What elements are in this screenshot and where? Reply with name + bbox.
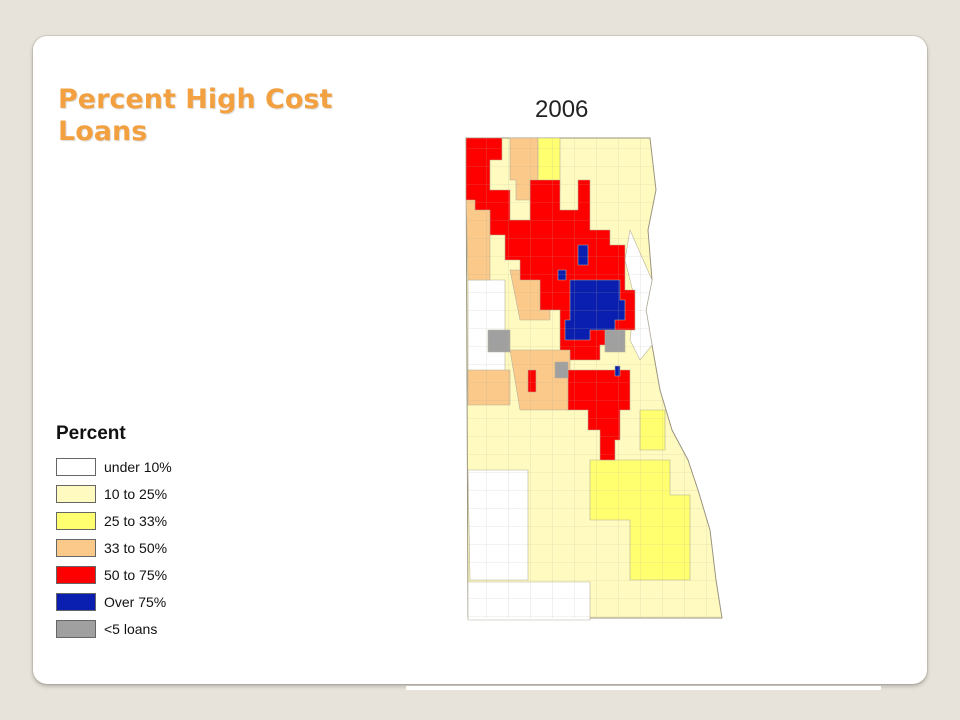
legend-label: 25 to 33% <box>104 513 168 529</box>
county-map-svg <box>465 137 723 621</box>
legend-label: <5 loans <box>104 621 158 637</box>
choropleth-map <box>420 130 750 640</box>
slide-bottom-strip <box>406 686 881 690</box>
legend-label: under 10% <box>104 459 172 475</box>
legend-swatch <box>56 566 96 584</box>
legend-swatch <box>56 512 96 530</box>
map-year-label: 2006 <box>535 96 589 123</box>
legend-label: 10 to 25% <box>104 486 168 502</box>
legend-swatch <box>56 539 96 557</box>
legend-swatch <box>56 485 96 503</box>
legend-label: 33 to 50% <box>104 540 168 556</box>
legend-swatch <box>56 620 96 638</box>
slide-title: Percent High Cost Loans <box>58 84 333 147</box>
legend-swatch <box>56 458 96 476</box>
legend-label: Over 75% <box>104 594 167 610</box>
legend-title: Percent <box>56 423 126 444</box>
legend-swatch <box>56 593 96 611</box>
legend-label: 50 to 75% <box>104 567 168 583</box>
